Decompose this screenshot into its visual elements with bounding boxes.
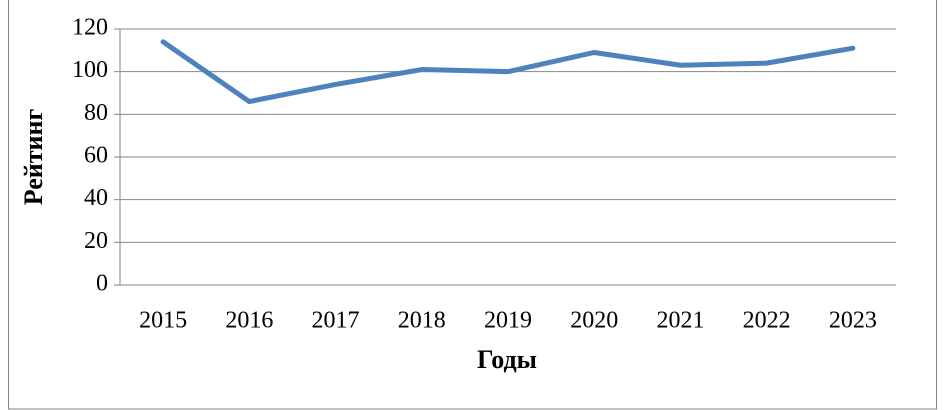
- x-tick-label: 2017: [312, 308, 360, 334]
- x-tick-label: 2022: [743, 308, 791, 334]
- y-tick-label: 0: [96, 271, 108, 297]
- y-tick-label: 20: [84, 228, 108, 254]
- y-tick-label: 80: [84, 100, 108, 126]
- x-tick-label: 2021: [656, 308, 704, 334]
- y-tick-label: 100: [72, 57, 108, 83]
- x-tick-label: 2023: [829, 308, 877, 334]
- data-line: [160, 39, 856, 105]
- x-tick-label: 2019: [484, 308, 532, 334]
- x-tick-label: 2018: [398, 308, 446, 334]
- x-axis-title: Годы: [477, 345, 537, 374]
- x-tick-label: 2015: [139, 308, 187, 334]
- y-tick-label: 40: [84, 185, 108, 211]
- y-axis-title: Рейтинг: [19, 109, 48, 206]
- y-tick-label: 120: [72, 15, 108, 41]
- x-tick-label: 2020: [570, 308, 618, 334]
- chart-frame: [8, 0, 937, 410]
- y-tick-label: 60: [84, 143, 108, 169]
- x-tick-label: 2016: [225, 308, 273, 334]
